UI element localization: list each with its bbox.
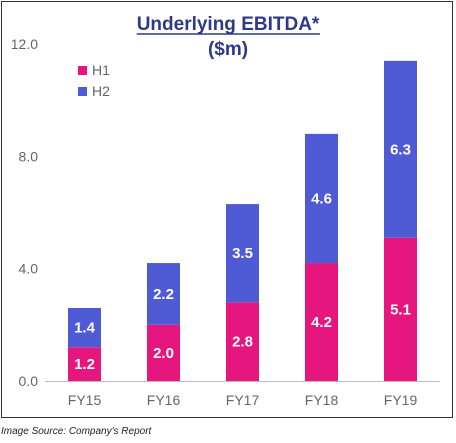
data-label-h2: 3.5: [232, 245, 253, 262]
data-label-h2: 2.2: [153, 286, 174, 303]
data-label-h1: 5.1: [390, 301, 411, 318]
x-tick-label: FY19: [384, 392, 418, 408]
y-tick-label: 0.0: [19, 373, 39, 389]
x-tick-label: FY18: [305, 392, 339, 408]
bar-h2: [384, 60, 417, 238]
chart-subtitle: ($m): [208, 39, 248, 60]
legend-label-h1: H1: [92, 62, 110, 78]
bar-h1: [68, 347, 101, 381]
bar-h1: [226, 302, 259, 381]
bars-layer: [68, 60, 417, 381]
y-tick-label: 12.0: [11, 36, 38, 52]
bar-h1: [384, 237, 417, 381]
labels-layer: 1.2 1.4 2.0 2.2 2.8 3.5 4.2 4.6 5.1 6.3: [74, 141, 411, 373]
chart-title: Underlying EBITDA* ($m): [136, 14, 320, 60]
bar-h1: [147, 324, 180, 381]
image-source-note: Image Source: Company's Report: [1, 426, 152, 437]
legend-label-h2: H2: [92, 83, 110, 99]
data-label-h2: 6.3: [390, 141, 411, 158]
x-tick-label: FY17: [226, 392, 260, 408]
bar-h2: [147, 263, 180, 325]
data-label-h1: 4.2: [311, 314, 332, 331]
data-label-h1: 1.2: [74, 356, 95, 373]
data-label-h1: 2.0: [153, 345, 174, 362]
bar-h2: [305, 133, 338, 264]
chart-title-main: Underlying EBITDA*: [137, 14, 320, 35]
y-tick-label: 8.0: [19, 148, 39, 164]
legend-swatch-h1: [78, 66, 87, 75]
data-label-h2: 1.4: [74, 320, 96, 337]
legend-swatch-h2: [78, 87, 87, 96]
x-tick-label: FY15: [68, 392, 102, 408]
x-tick-label: FY16: [147, 392, 181, 408]
y-tick-label: 4.0: [19, 261, 39, 277]
data-label-h2: 4.6: [311, 190, 332, 207]
axis-layer: 0.0 4.0 8.0 12.0 FY15 FY16 FY17 FY18 FY19: [11, 36, 440, 408]
bar-h2: [68, 307, 101, 348]
bar-h2: [226, 204, 259, 303]
data-label-h1: 2.8: [232, 334, 253, 351]
ebitda-chart: Underlying EBITDA* ($m) 0.0 4.0 8.0 12.0 FY1…: [11, 14, 440, 408]
bar-h1: [305, 263, 338, 381]
